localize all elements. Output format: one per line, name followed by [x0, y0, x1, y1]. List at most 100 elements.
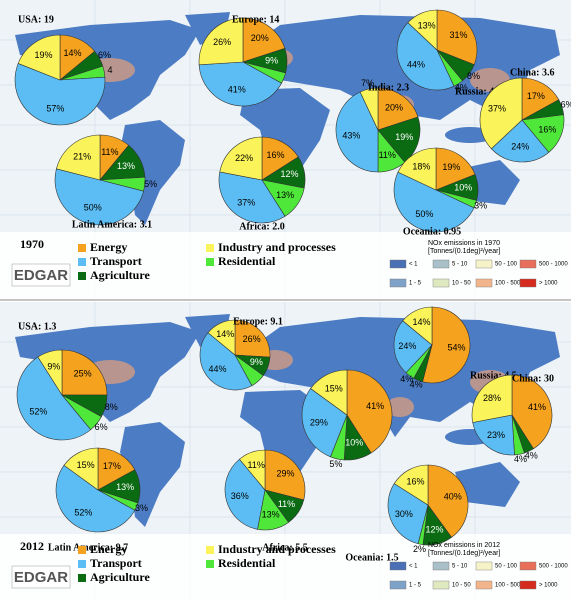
pie-slice — [377, 87, 419, 131]
slice-label: 3% — [135, 503, 148, 513]
nox-bin-label: 1 - 5 — [409, 583, 422, 589]
legend-label: Industry and processes — [218, 240, 336, 254]
pie-slice — [264, 449, 306, 501]
pie-slice — [54, 168, 144, 226]
pie-slice — [490, 119, 550, 163]
slice-label: 4% — [514, 454, 527, 464]
pie-slice — [479, 77, 523, 150]
pie-slice — [335, 91, 379, 173]
pie-slice — [17, 34, 61, 81]
slice-label: 6% — [561, 100, 571, 110]
pie-slice — [198, 61, 282, 107]
slice-label: 4% — [455, 83, 468, 93]
pie-slice — [97, 447, 136, 491]
pie-slice — [16, 356, 92, 441]
nox-swatch — [519, 580, 537, 590]
slice-label: 29% — [310, 418, 328, 428]
nox-bin-label: 50 - 100 — [495, 564, 518, 570]
pie-slice — [393, 464, 429, 506]
slice-label: 5% — [329, 459, 342, 469]
slice-label: 11% — [379, 150, 396, 160]
region-label: China: 3.6 — [510, 67, 554, 78]
legend-swatch — [78, 244, 86, 252]
pie-slice — [63, 447, 99, 491]
slice-label: 20% — [385, 102, 403, 112]
nox-bin-label: > 1000 — [539, 583, 558, 589]
slice-label: 37% — [488, 104, 506, 114]
pie-slice — [387, 483, 429, 545]
slice-label: 29% — [277, 468, 295, 478]
slice-label: 40% — [444, 491, 462, 501]
region-label: India: 2.3 — [368, 82, 409, 93]
slice-label: 52% — [74, 507, 92, 517]
slice-label: 11% — [101, 147, 118, 157]
slice-label: 9% — [47, 361, 60, 371]
slice-label: 57% — [46, 103, 64, 113]
legend-label: Agriculture — [90, 268, 150, 282]
nox-title: NOx emissions in 1970 — [428, 240, 500, 247]
nox-swatch — [519, 278, 537, 288]
region-label: USA: 19 — [18, 14, 54, 25]
region-label: USA: 1.3 — [18, 321, 56, 332]
slice-label: 52% — [29, 407, 47, 417]
pie-slice — [219, 136, 263, 181]
slice-label: 54% — [447, 342, 465, 352]
slice-label: 12% — [280, 169, 298, 179]
slice-label: 17% — [103, 461, 121, 471]
slice-label: 8% — [105, 402, 118, 412]
legend-label: Residential — [218, 254, 276, 268]
pie-slice — [521, 77, 560, 121]
pie-slice — [407, 9, 438, 51]
region-label: Oceania: 0.95 — [403, 226, 461, 237]
legend-swatch — [78, 258, 86, 266]
pie-slice — [14, 63, 106, 126]
slice-label: 14% — [63, 48, 81, 58]
nox-swatch — [389, 580, 407, 590]
pie-slice — [359, 87, 379, 131]
pie-slice — [397, 147, 437, 191]
pie-slice — [234, 319, 271, 358]
year-label: 1970 — [20, 237, 44, 251]
nox-swatch — [475, 580, 493, 590]
pie-slice — [427, 464, 469, 538]
slice-label: 7% — [361, 78, 374, 88]
pie-slice — [242, 17, 286, 63]
nox-bin-label: 10 - 50 — [452, 281, 471, 287]
pie-slice — [207, 319, 236, 356]
nox-swatch — [389, 259, 407, 269]
legend-swatch — [78, 272, 86, 280]
slice-label: 26% — [243, 334, 261, 344]
slice-label: 25% — [74, 369, 92, 379]
nox-swatch — [432, 259, 450, 269]
nox-swatch — [475, 278, 493, 288]
slice-label: 14% — [412, 317, 430, 327]
legend-label: Residential — [218, 556, 276, 570]
slice-label: 23% — [487, 430, 505, 440]
region-label: Russia: 4.5 — [470, 370, 517, 381]
nox-bin-label: 5 - 10 — [452, 564, 468, 570]
slice-label: 41% — [228, 84, 246, 94]
legend-label: Agriculture — [90, 570, 150, 584]
legend-swatch — [206, 560, 214, 568]
pie-slice — [436, 9, 478, 66]
slice-label: 13% — [418, 21, 436, 31]
pie-slice — [198, 17, 244, 66]
slice-label: 11% — [278, 499, 295, 509]
slice-label: 22% — [235, 153, 253, 163]
slice-label: 6% — [98, 50, 111, 60]
slice-label: 4% — [410, 379, 423, 389]
slice-label: 10% — [345, 438, 363, 448]
slice-label: 16% — [538, 124, 556, 134]
logo-box — [11, 263, 71, 287]
nox-bin-label: > 1000 — [539, 281, 558, 287]
slice-label: 18% — [412, 161, 430, 171]
slice-label: 9% — [265, 55, 278, 65]
slice-label: 4% — [525, 450, 538, 460]
legend-swatch — [206, 258, 214, 266]
nox-swatch — [389, 278, 407, 288]
slice-label: 21% — [73, 151, 91, 161]
legend-swatch — [206, 244, 214, 252]
region-label: Russia: 4.7 — [455, 86, 502, 97]
pie-slice — [239, 449, 266, 491]
pie-slice — [471, 374, 513, 423]
